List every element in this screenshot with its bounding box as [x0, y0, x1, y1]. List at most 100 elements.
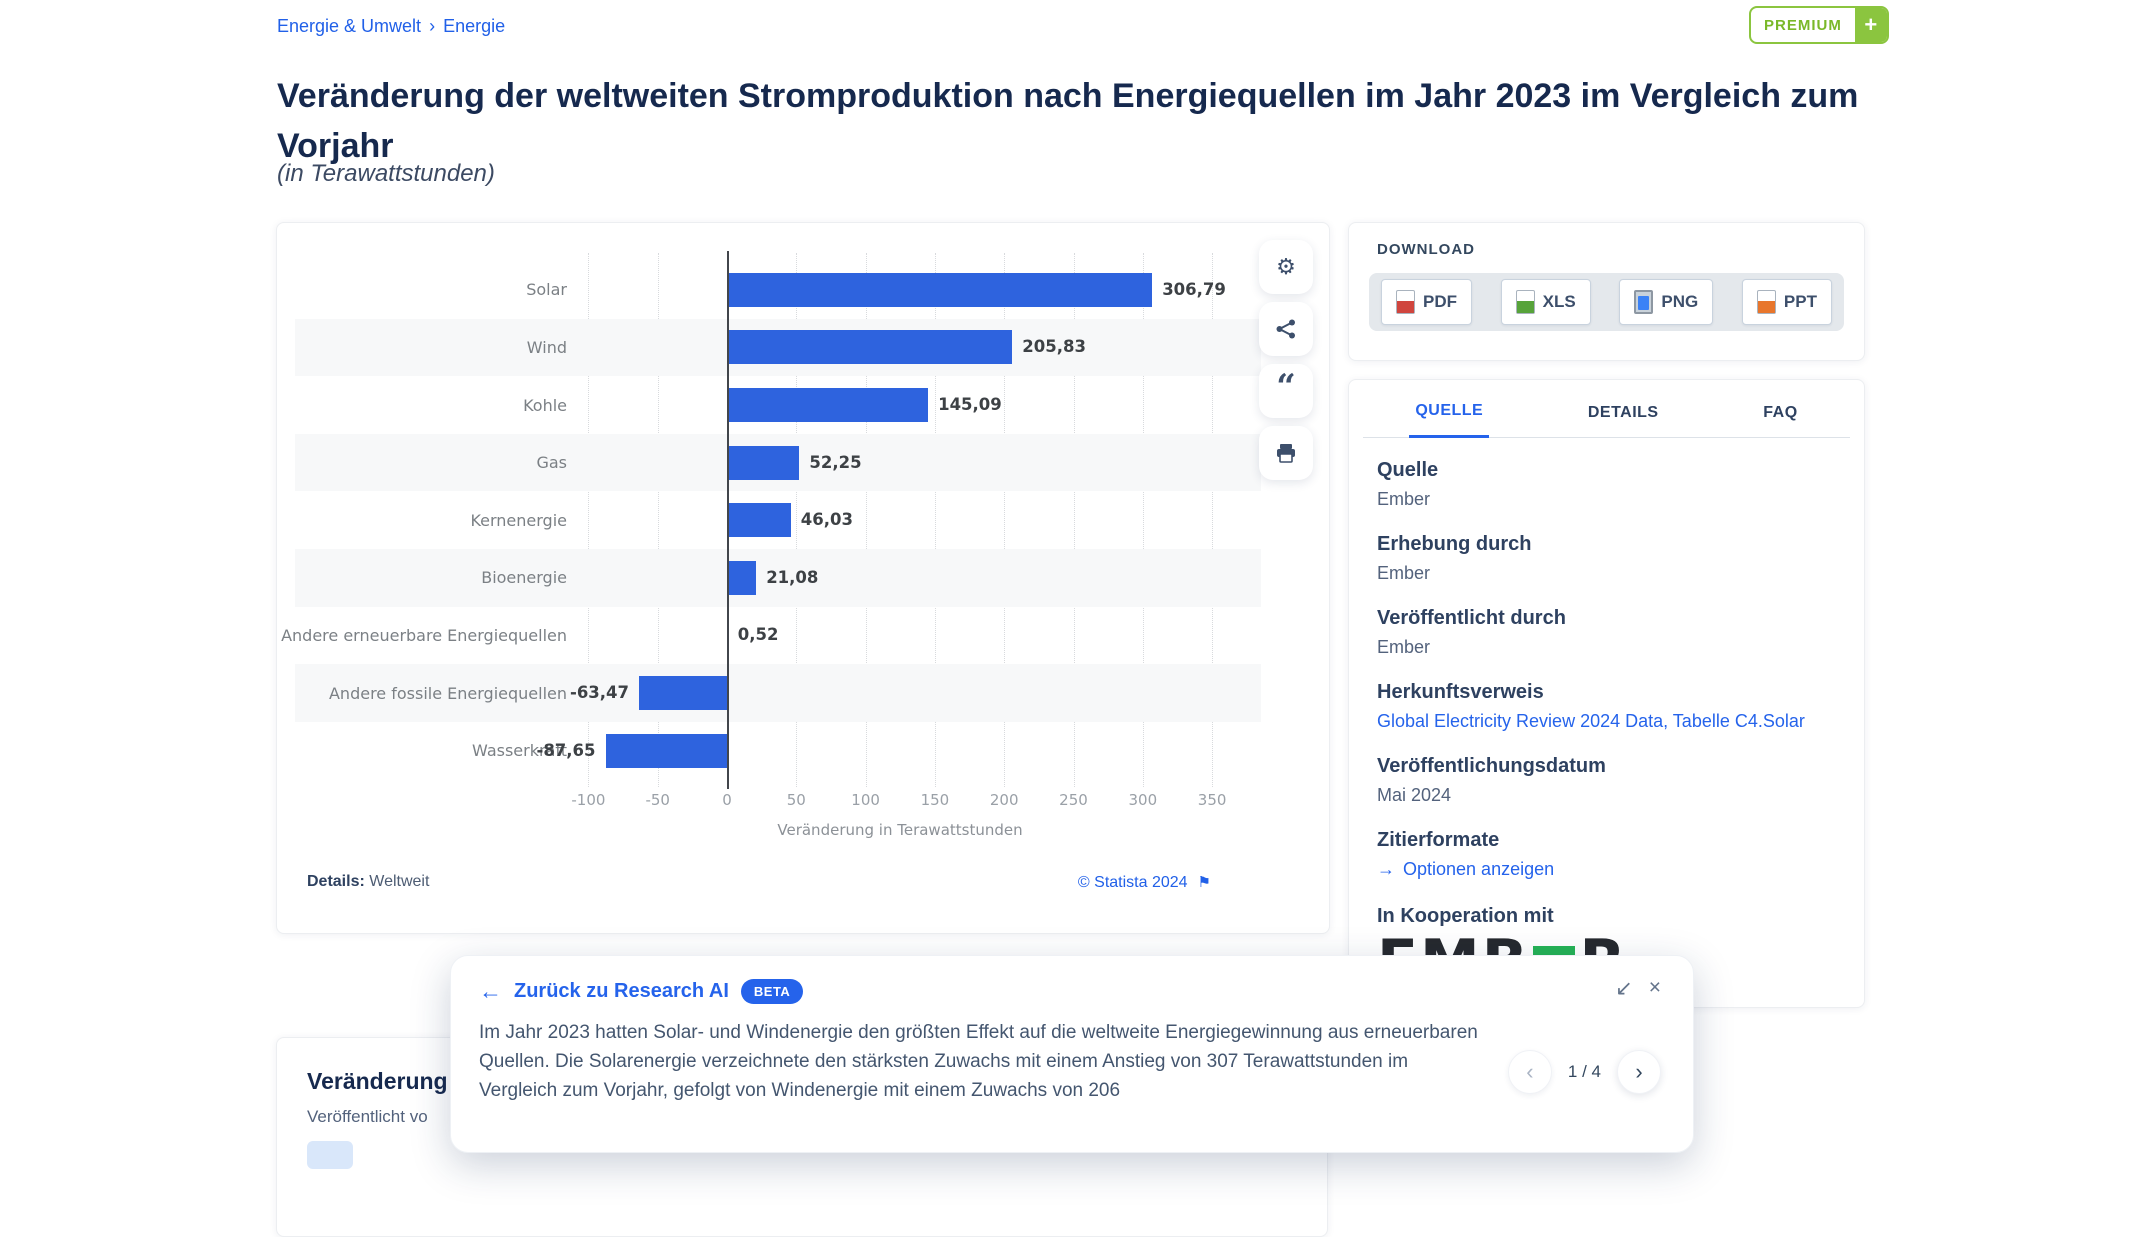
source-section-value: Ember — [1377, 489, 1431, 509]
chart-card: Veränderung in Terawattstunden -100 -50 0 5… — [276, 222, 1330, 934]
x-tick-label: 100 — [851, 791, 880, 809]
back-to-research-ai-link[interactable]: Zurück zu Research AI — [514, 980, 729, 1002]
download-button-label: PDF — [1423, 292, 1457, 311]
category-label: Solar — [526, 280, 567, 300]
source-section-value: Mai 2024 — [1377, 785, 1452, 805]
x-tick-label: 300 — [1128, 791, 1158, 809]
breadcrumb-link-energie-umwelt[interactable]: Energie & Umwelt — [277, 16, 422, 36]
download-panel: DOWNLOAD PDF XLS PNG PPT — [1348, 222, 1865, 361]
category-label: Wasserkraft — [472, 741, 567, 761]
zero-axis-line — [727, 251, 729, 789]
download-ppt-button[interactable]: PPT — [1741, 279, 1832, 325]
share-icon — [1276, 319, 1296, 339]
cooperation-label: In Kooperation mit — [1377, 905, 1554, 927]
chart-settings-button[interactable]: ⚙ — [1259, 240, 1313, 294]
chart-bar — [727, 330, 1013, 365]
xls-file-icon — [1515, 290, 1535, 314]
x-tick-label: -50 — [645, 791, 670, 809]
flag-icon[interactable]: ⚑ — [1197, 874, 1211, 891]
source-section-value[interactable]: Global Electricity Review 2024 Data, Tab… — [1377, 711, 1805, 731]
pagination-prev-button[interactable]: ‹ — [1507, 1050, 1552, 1094]
details-value: Weltweit — [369, 873, 430, 890]
minimize-icon[interactable]: ↙ — [1615, 977, 1633, 1000]
source-section: Veröffentlicht durch Ember — [1377, 606, 1836, 659]
bar-value-label: -63,47 — [569, 683, 630, 702]
close-icon[interactable]: × — [1648, 976, 1661, 999]
bar-value-label: 52,25 — [809, 452, 862, 472]
category-label: Wind — [526, 337, 567, 357]
popup-pagination: ‹ 1 / 4 › — [1507, 1050, 1661, 1094]
chart-bar — [727, 445, 800, 480]
bar-value-label: 21,08 — [766, 567, 819, 587]
tab-quelle[interactable]: QUELLE — [1409, 402, 1490, 438]
tab-faq[interactable]: FAQ — [1763, 404, 1798, 421]
source-section-value: Ember — [1377, 563, 1431, 583]
chart-bar — [727, 503, 791, 538]
source-section-heading: Erhebung durch — [1377, 533, 1532, 555]
x-tick-label: 200 — [989, 791, 1019, 809]
download-pdf-button[interactable]: PDF — [1381, 279, 1472, 325]
chart-bar — [727, 272, 1153, 307]
category-label: Kohle — [523, 395, 567, 415]
ppt-file-icon — [1756, 290, 1776, 314]
row-band — [295, 549, 1261, 607]
x-tick-label: 250 — [1059, 791, 1088, 809]
grid-line — [588, 253, 590, 787]
grid-line — [934, 253, 936, 787]
premium-label: PREMIUM — [1764, 16, 1842, 34]
download-button-label: PPT — [1783, 292, 1817, 311]
source-body: Quelle Ember Erhebung durch Ember Veröffentl… — [1349, 438, 1864, 992]
chart-details: Details: Weltweit — [307, 873, 429, 891]
source-section: Zitierformate → Optionen anzeigen — [1377, 828, 1836, 881]
grid-line — [1212, 253, 1214, 787]
pagination-count: 1 / 4 — [1567, 1062, 1601, 1081]
quote-icon: “ — [1276, 367, 1296, 407]
popup-header: ← Zurück zu Research AI BETA — [479, 978, 804, 1005]
back-arrow-icon[interactable]: ← — [479, 978, 502, 1004]
plot-area: Veränderung in Terawattstunden -100 -50 0 5… — [277, 223, 1329, 933]
category-label: Kernenergie — [470, 510, 567, 530]
next-statistic-subtitle: Veröffentlicht vo — [307, 1107, 428, 1126]
details-label: Details: — [307, 873, 365, 890]
source-tabs: QUELLE DETAILS FAQ — [1363, 380, 1850, 438]
pdf-file-icon — [1396, 290, 1415, 314]
download-title: DOWNLOAD — [1377, 241, 1475, 258]
source-section-heading: Herkunftsverweis — [1377, 681, 1544, 703]
x-tick-label: 350 — [1197, 791, 1227, 809]
bar-value-label: 46,03 — [800, 510, 853, 530]
grid-line — [865, 253, 867, 787]
x-tick-label: 50 — [786, 791, 806, 809]
pagination-next-button[interactable]: › — [1617, 1050, 1661, 1094]
bar-value-label: 205,83 — [1022, 337, 1086, 357]
tab-details[interactable]: DETAILS — [1587, 404, 1659, 421]
category-label: Andere fossile Energiequellen — [328, 683, 567, 703]
grid-line — [657, 253, 659, 787]
download-button-label: PNG — [1661, 292, 1699, 311]
chart-bar — [639, 676, 727, 710]
beta-badge: BETA — [740, 979, 804, 1004]
next-statistic-badge — [307, 1141, 353, 1169]
statista-copyright-link[interactable]: © Statista 2024 ⚑ — [1077, 874, 1211, 891]
download-xls-button[interactable]: XLS — [1500, 279, 1591, 325]
download-button-strip: PDF XLS PNG PPT — [1369, 273, 1844, 331]
grid-line — [1004, 253, 1006, 787]
category-label: Bioenergie — [481, 568, 567, 588]
research-ai-popup: ← Zurück zu Research AI BETA ↙ × Im Jahr… — [450, 955, 1694, 1153]
premium-plus-icon[interactable]: + — [1854, 8, 1887, 42]
source-panel: QUELLE DETAILS FAQ Quelle Ember Erhebung d… — [1348, 379, 1865, 1008]
premium-badge[interactable]: PREMIUM + — [1749, 6, 1889, 44]
x-tick-label: 0 — [722, 791, 732, 809]
row-band — [295, 664, 1261, 722]
bar-value-label: 306,79 — [1162, 279, 1226, 299]
breadcrumb-link-energie[interactable]: Energie — [443, 16, 506, 36]
page-subtitle: (in Terawattstunden) — [277, 160, 495, 187]
source-section: Erhebung durch Ember — [1377, 532, 1836, 585]
chart-print-button[interactable] — [1259, 426, 1313, 480]
chart-bar — [727, 560, 757, 595]
source-section-value[interactable]: → Optionen anzeigen — [1377, 859, 1555, 879]
download-png-button[interactable]: PNG — [1619, 279, 1714, 325]
chart-share-button[interactable] — [1259, 302, 1313, 356]
chart-cite-button[interactable]: “ — [1259, 364, 1313, 418]
source-section-heading: Zitierformate — [1377, 829, 1500, 851]
research-ai-summary-text: Im Jahr 2023 hatten Solar- und Windenerg… — [479, 1022, 1478, 1101]
